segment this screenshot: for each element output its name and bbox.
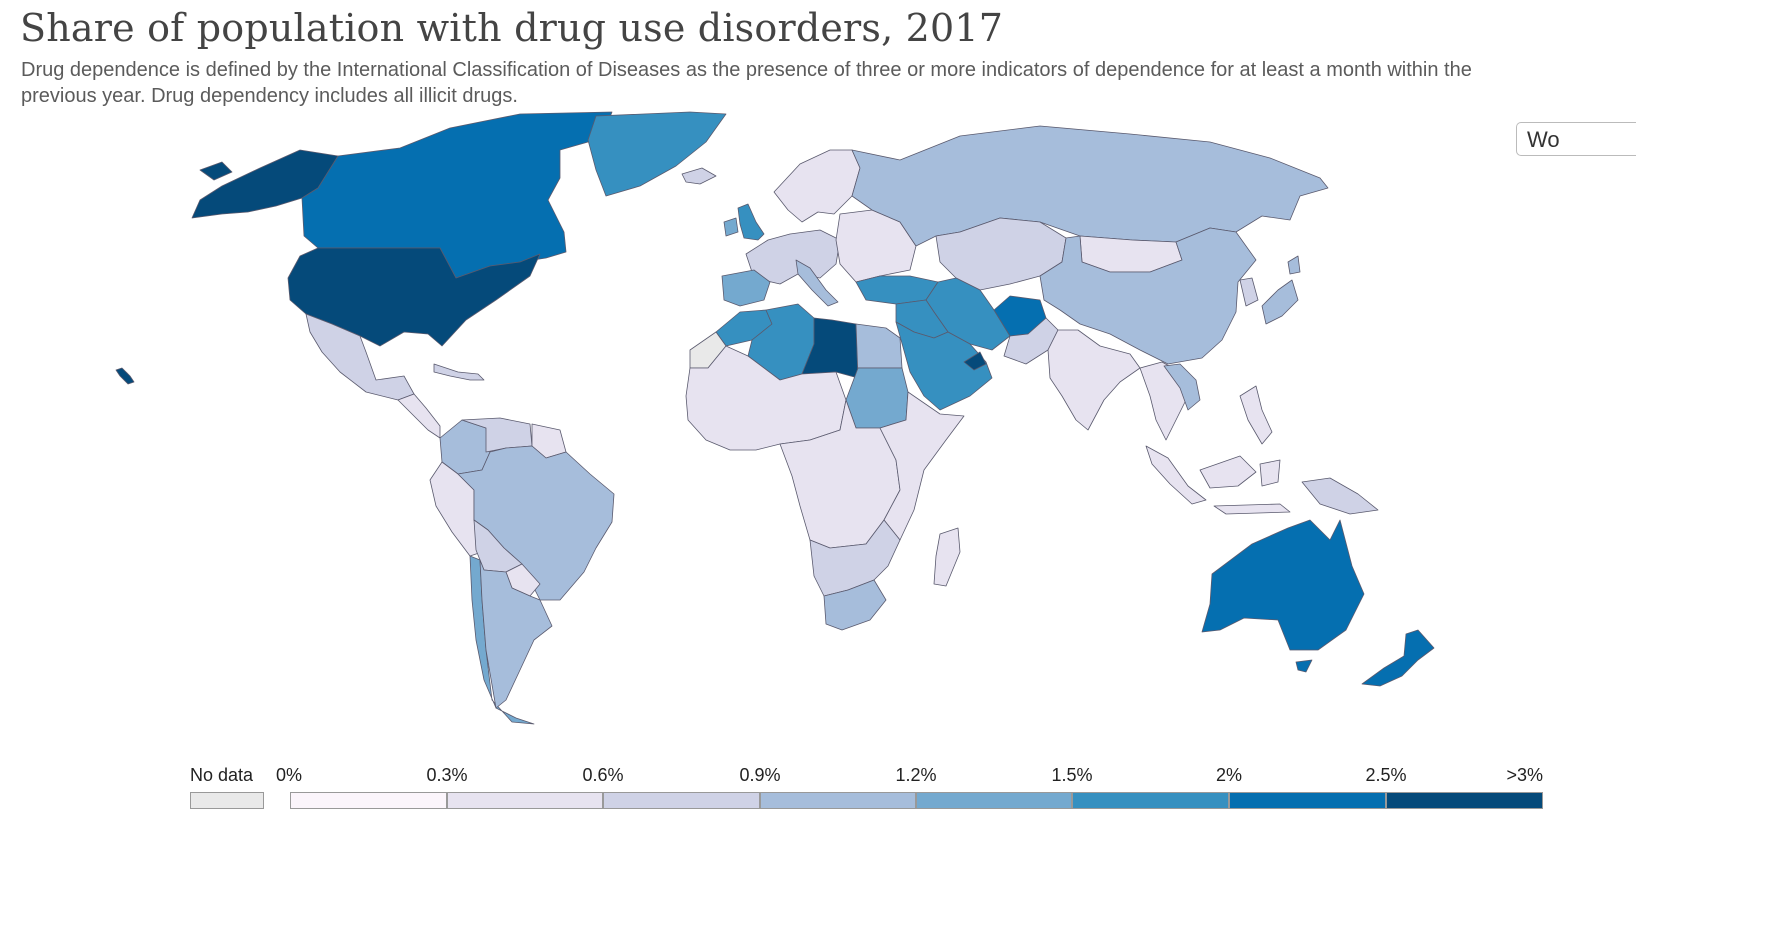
legend-no-data-swatch[interactable] [190,792,264,809]
country-madagascar[interactable] [933,527,961,587]
map-svg [115,111,1435,725]
country-southern-africa[interactable] [809,519,901,597]
legend-no-data-label: No data [190,765,254,785]
world-map [0,108,1790,748]
legend-threshold-label: >3% [1506,765,1543,785]
legend-threshold-label: 0.3% [426,765,468,785]
legend-threshold-label: 2.5% [1365,765,1407,785]
chart-subtitle: Drug dependence is defined by the Intern… [21,59,1472,107]
legend-threshold-label: 0.6% [582,765,624,785]
country-india[interactable] [1047,329,1141,431]
country-scandinavia[interactable] [773,149,861,223]
country-western-europe[interactable] [745,229,841,285]
country-australia[interactable] [1201,519,1365,651]
country-hawaii[interactable] [115,367,135,385]
country-east-africa[interactable] [879,391,965,541]
legend-bin-swatch[interactable] [290,792,447,809]
legend: No data 0% 0.3% 0.6% 0.9% 1.2% 1.5% 2% 2.5% >3% [0,760,1790,820]
country-papua-new-guinea[interactable] [1301,477,1379,515]
legend-bin-swatch[interactable] [1072,792,1229,809]
country-italy[interactable] [795,259,839,307]
country-indonesia[interactable] [1145,445,1291,515]
country-central-america[interactable] [397,393,441,439]
legend-threshold-label: 0% [276,765,303,785]
country-canada[interactable] [301,111,613,279]
country-caribbean[interactable] [433,363,485,381]
legend-bin-swatch[interactable] [916,792,1072,809]
country-russia[interactable] [851,125,1329,247]
legend-bin-swatch[interactable] [1229,792,1386,809]
country-argentina[interactable] [479,559,553,709]
legend-threshold-label: 1.5% [1051,765,1093,785]
country-south-africa[interactable] [823,579,887,631]
country-sudan[interactable] [845,367,909,429]
country-japan[interactable] [1261,255,1301,325]
country-united-arab-emirates[interactable] [963,351,987,371]
country-new-zealand[interactable] [1361,629,1435,687]
legend-bin-swatch[interactable] [760,792,916,809]
region-select-button[interactable]: Wo [1516,122,1636,156]
chart-title: Share of population with drug use disord… [20,6,1004,50]
legend-bin-swatch[interactable] [603,792,760,809]
country-libya[interactable] [801,317,859,379]
country-china[interactable] [1039,227,1257,365]
legend-threshold-label: 1.2% [895,765,937,785]
legend-bin-swatch[interactable] [447,792,603,809]
country-greenland[interactable] [587,111,727,197]
country-iberia[interactable] [721,269,771,307]
country-united-states[interactable] [287,247,541,347]
country-vietnam[interactable] [1163,363,1201,411]
country-united-kingdom[interactable] [737,203,765,241]
legend-threshold-label: 0.9% [739,765,781,785]
country-philippines[interactable] [1239,385,1273,445]
legend-threshold-label: 2% [1215,765,1242,785]
country-korea[interactable] [1239,277,1259,307]
country-iceland[interactable] [681,167,717,185]
legend-bin-swatch[interactable] [1386,792,1543,809]
country-ireland[interactable] [723,217,739,237]
country-arabian-peninsula[interactable] [895,321,993,411]
country-tasmania[interactable] [1295,659,1313,673]
